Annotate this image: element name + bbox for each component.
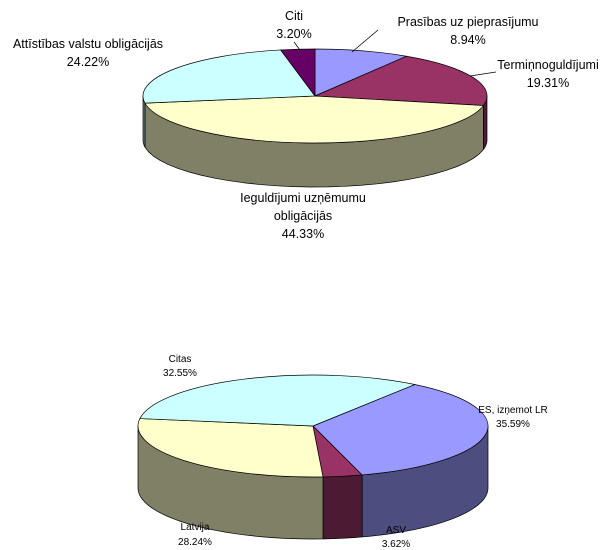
slice-value-label: 8.94% xyxy=(450,33,485,47)
pie-slice xyxy=(139,374,416,427)
slice-value-label: 28.24% xyxy=(178,537,212,548)
slice-value-label: 24.22% xyxy=(67,55,109,69)
leader-line xyxy=(293,41,301,51)
pie-slice xyxy=(280,48,316,97)
pie-slice xyxy=(144,95,484,144)
leader-line xyxy=(351,29,379,53)
slice-value-label: 32.55% xyxy=(163,368,197,379)
slice-label-line2: obligācijās xyxy=(274,209,332,223)
slice-value-label: 19.31% xyxy=(527,76,569,90)
slice-label: Attīstības valstu obligācijās xyxy=(13,37,163,51)
slice-label: Latvija xyxy=(181,522,210,533)
pie-slice-side xyxy=(322,474,363,540)
leader-line xyxy=(469,71,497,77)
slice-label: ASV xyxy=(386,525,406,536)
pie-slice xyxy=(137,418,324,478)
slice-label-line1: Ieguldījumi uzņēmumu xyxy=(240,191,366,205)
pie-1-labels: Citi 3.20% Prasības uz pieprasījumu 8.94… xyxy=(13,9,599,241)
pie-slice xyxy=(314,55,488,106)
pie-slice xyxy=(142,49,316,104)
slice-label: Termiņnoguldījumi xyxy=(497,58,598,72)
slice-label: Citi xyxy=(285,9,303,23)
pie-slice-side xyxy=(142,95,146,148)
slice-value-label: 44.33% xyxy=(282,227,324,241)
pie-2-labels: Citas 32.55% ES, izņemot LR 35.59% Latvi… xyxy=(163,354,548,550)
pie-slice xyxy=(312,384,489,476)
slice-value-label: 3.20% xyxy=(276,27,311,41)
pie-chart-2 xyxy=(137,374,489,540)
slice-label: Citas xyxy=(169,354,192,365)
slice-label: ES, izņemot LR xyxy=(478,405,547,416)
slice-value-label: 3.62% xyxy=(382,539,410,550)
slice-value-label: 35.59% xyxy=(496,419,530,430)
pie-chart-1 xyxy=(142,29,497,188)
pie-slice xyxy=(314,48,407,97)
slice-label: Prasības uz pieprasījumu xyxy=(397,15,538,29)
